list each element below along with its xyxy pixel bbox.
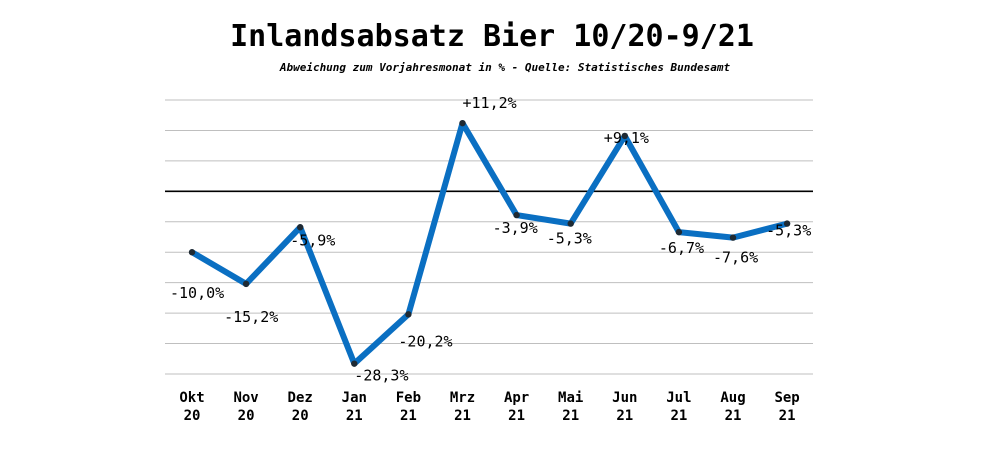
data-point: [513, 211, 520, 219]
x-tick-label-month: Mrz: [450, 390, 475, 406]
x-tick-label-year: 21: [346, 408, 363, 424]
x-tick-label-month: Okt: [179, 390, 204, 406]
data-label: +9,1%: [604, 129, 649, 147]
x-tick-label-year: 21: [400, 408, 417, 424]
data-point: [729, 234, 737, 241]
x-tick-label-year: 21: [562, 408, 579, 424]
x-tick-label-month: Sep: [774, 390, 799, 406]
x-tick-label-month: Jun: [612, 390, 637, 406]
data-point: [675, 228, 683, 236]
data-point: [621, 132, 628, 140]
x-axis-ticks: Okt 20 Nov 20 Dez 20 Jan 21 Feb 21 Mrz 21 Apr 21 Mai 21…: [179, 390, 799, 424]
data-label: -15,2%: [224, 308, 278, 326]
x-tick-label-month: Mai: [558, 390, 583, 406]
x-tick-label-month: Apr: [504, 390, 529, 406]
data-point: [351, 360, 358, 367]
x-tick-label-month: Dez: [288, 390, 313, 406]
x-tick-label-year: 20: [292, 408, 309, 424]
x-tick-label-month: Feb: [396, 390, 421, 406]
data-label: -10,0%: [170, 284, 224, 302]
grid: [165, 99, 813, 375]
data-label: -28,3%: [354, 367, 408, 385]
x-tick-label-year: 21: [616, 408, 633, 424]
chart-title: Inlandsabsatz Bier 10/20-9/21: [230, 19, 754, 54]
x-tick-label-year: 21: [454, 408, 471, 424]
data-label: -5,3%: [766, 222, 811, 240]
chart-subtitle: Abweichung zum Vorjahresmonat in % - Que…: [279, 61, 731, 74]
data-point: [459, 119, 466, 127]
data-label: -5,3%: [547, 230, 592, 248]
series-line: [189, 120, 791, 367]
x-tick-label-year: 21: [779, 408, 796, 424]
data-point: [188, 249, 196, 256]
x-tick-label-year: 20: [238, 408, 255, 424]
data-label: -3,9%: [493, 219, 538, 237]
x-tick-label-year: 21: [725, 408, 742, 424]
data-labels: -10,0%-15,2% -5,9% -28,3% -20,2% +11,2% -3,9%…: [170, 94, 811, 385]
data-point: [242, 280, 250, 288]
data-point: [405, 311, 412, 318]
x-tick-label-month: Aug: [720, 390, 745, 406]
x-tick-label-month: Jul: [666, 390, 691, 406]
data-label: -6,7%: [659, 239, 704, 257]
series-line-group: [188, 119, 791, 367]
data-label: -5,9%: [290, 231, 335, 249]
data-point: [297, 224, 304, 231]
data-point: [783, 220, 791, 227]
data-label: -20,2%: [398, 332, 452, 350]
x-tick-label-month: Jan: [342, 390, 367, 406]
x-tick-label-month: Nov: [233, 390, 258, 406]
x-tick-label-year: 20: [184, 408, 201, 424]
data-point: [567, 220, 574, 227]
x-tick-label-year: 21: [508, 408, 525, 424]
x-tick-label-year: 21: [670, 408, 687, 424]
data-label: -7,6%: [713, 249, 758, 267]
data-label: +11,2%: [463, 94, 517, 112]
